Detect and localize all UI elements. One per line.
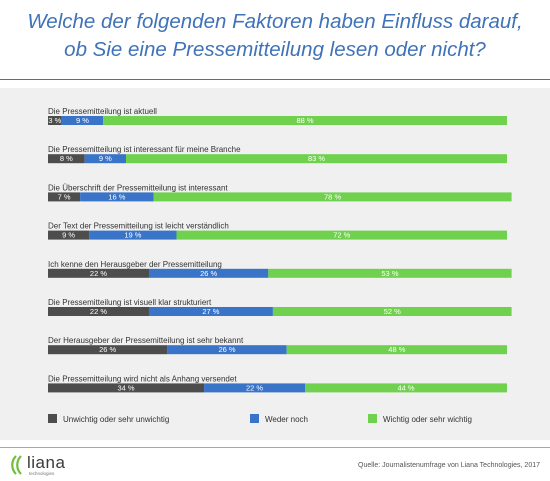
category-label: Die Pressemitteilung ist visuell klar st… [48,298,212,307]
data-label: 16 % [108,192,125,201]
bar-segment [48,268,149,278]
data-label: 83 % [308,154,325,163]
data-label: 34 % [117,383,134,392]
data-label: 22 % [90,269,107,278]
data-label: 9 % [62,231,75,240]
bar-segment [103,116,507,125]
data-label: 53 % [381,269,398,278]
bar-segment [48,383,205,393]
data-label: 22 % [246,383,263,392]
data-label: 8 % [60,154,73,163]
category-label: Die Pressemitteilung wird nicht als Anha… [48,374,237,383]
bar-segment [148,268,269,278]
data-label: 26 % [200,269,217,278]
bar-segment [167,345,287,355]
source-note: Quelle: Journalistenumfrage von Liana Te… [358,462,540,469]
data-label: 27 % [202,307,219,316]
data-label: 26 % [99,345,116,354]
bar-segment [48,116,62,125]
legend-swatch [250,414,259,423]
category-label: Die Pressemitteilung ist aktuell [48,107,157,116]
bar-segment [89,230,177,240]
legend-label: Unwichtig oder sehr unwichtig [63,415,169,424]
data-label: 3 % [48,116,61,125]
category-label: Die Pressemitteilung ist interessant für… [48,145,241,154]
data-label: 88 % [296,116,313,125]
data-label: 52 % [384,307,401,316]
bar-segment [48,345,168,355]
bar-segment [204,383,306,393]
header-divider [0,79,550,80]
footer-divider [0,447,550,448]
data-label: 72 % [333,231,350,240]
bar-segment [61,116,104,125]
legend-swatch [48,414,57,423]
bar-segment [126,154,507,164]
bar-segment [48,192,81,202]
chart-title-line-1: Welche der folgenden Faktoren haben Einf… [27,10,523,33]
bar-segment [153,192,512,202]
category-label: Der Text der Pressemitteilung ist leicht… [48,222,229,231]
liana-logo: liana technologies [10,453,90,478]
bar-segment [305,383,507,393]
legend-swatch [368,414,377,423]
chart-area: Die Pressemitteilung ist aktuell 3 % 9 % 88… [0,88,550,440]
liana-logo-mark-icon [11,455,22,475]
data-label: 78 % [324,192,341,201]
logo-wordmark: liana [27,453,66,472]
bar-segment [48,230,90,240]
data-label: 26 % [218,345,235,354]
data-label: 7 % [58,192,71,201]
bar-segment [268,268,512,278]
bar-segment [48,307,149,316]
legend-label: Wichtig oder sehr wichtig [383,415,472,424]
chart-title-line-2: ob Sie eine Pressemitteilung lesen oder … [64,38,486,61]
logo-tagline: technologies [29,471,55,476]
category-label: Die Überschrift der Pressemitteilung ist… [48,183,228,192]
legend-label: Weder noch [265,415,308,424]
bar-segment [48,154,85,164]
chart-title: Welche der folgenden Faktoren haben Einf… [0,8,550,64]
bar-segment [84,154,127,164]
category-label: Ich kenne den Herausgeber der Pressemitt… [48,260,222,269]
data-label: 44 % [397,383,414,392]
bar-segment [148,307,273,316]
bar-segment [286,345,507,355]
bar-segment [272,307,512,316]
data-label: 9 % [99,154,112,163]
data-label: 22 % [90,307,107,316]
data-label: 19 % [124,231,141,240]
bar-segment [176,230,507,240]
data-label: 9 % [76,116,89,125]
category-label: Der Herausgeber der Pressemitteilung ist… [48,336,244,345]
bar-segment [80,192,154,202]
data-label: 48 % [388,345,405,354]
